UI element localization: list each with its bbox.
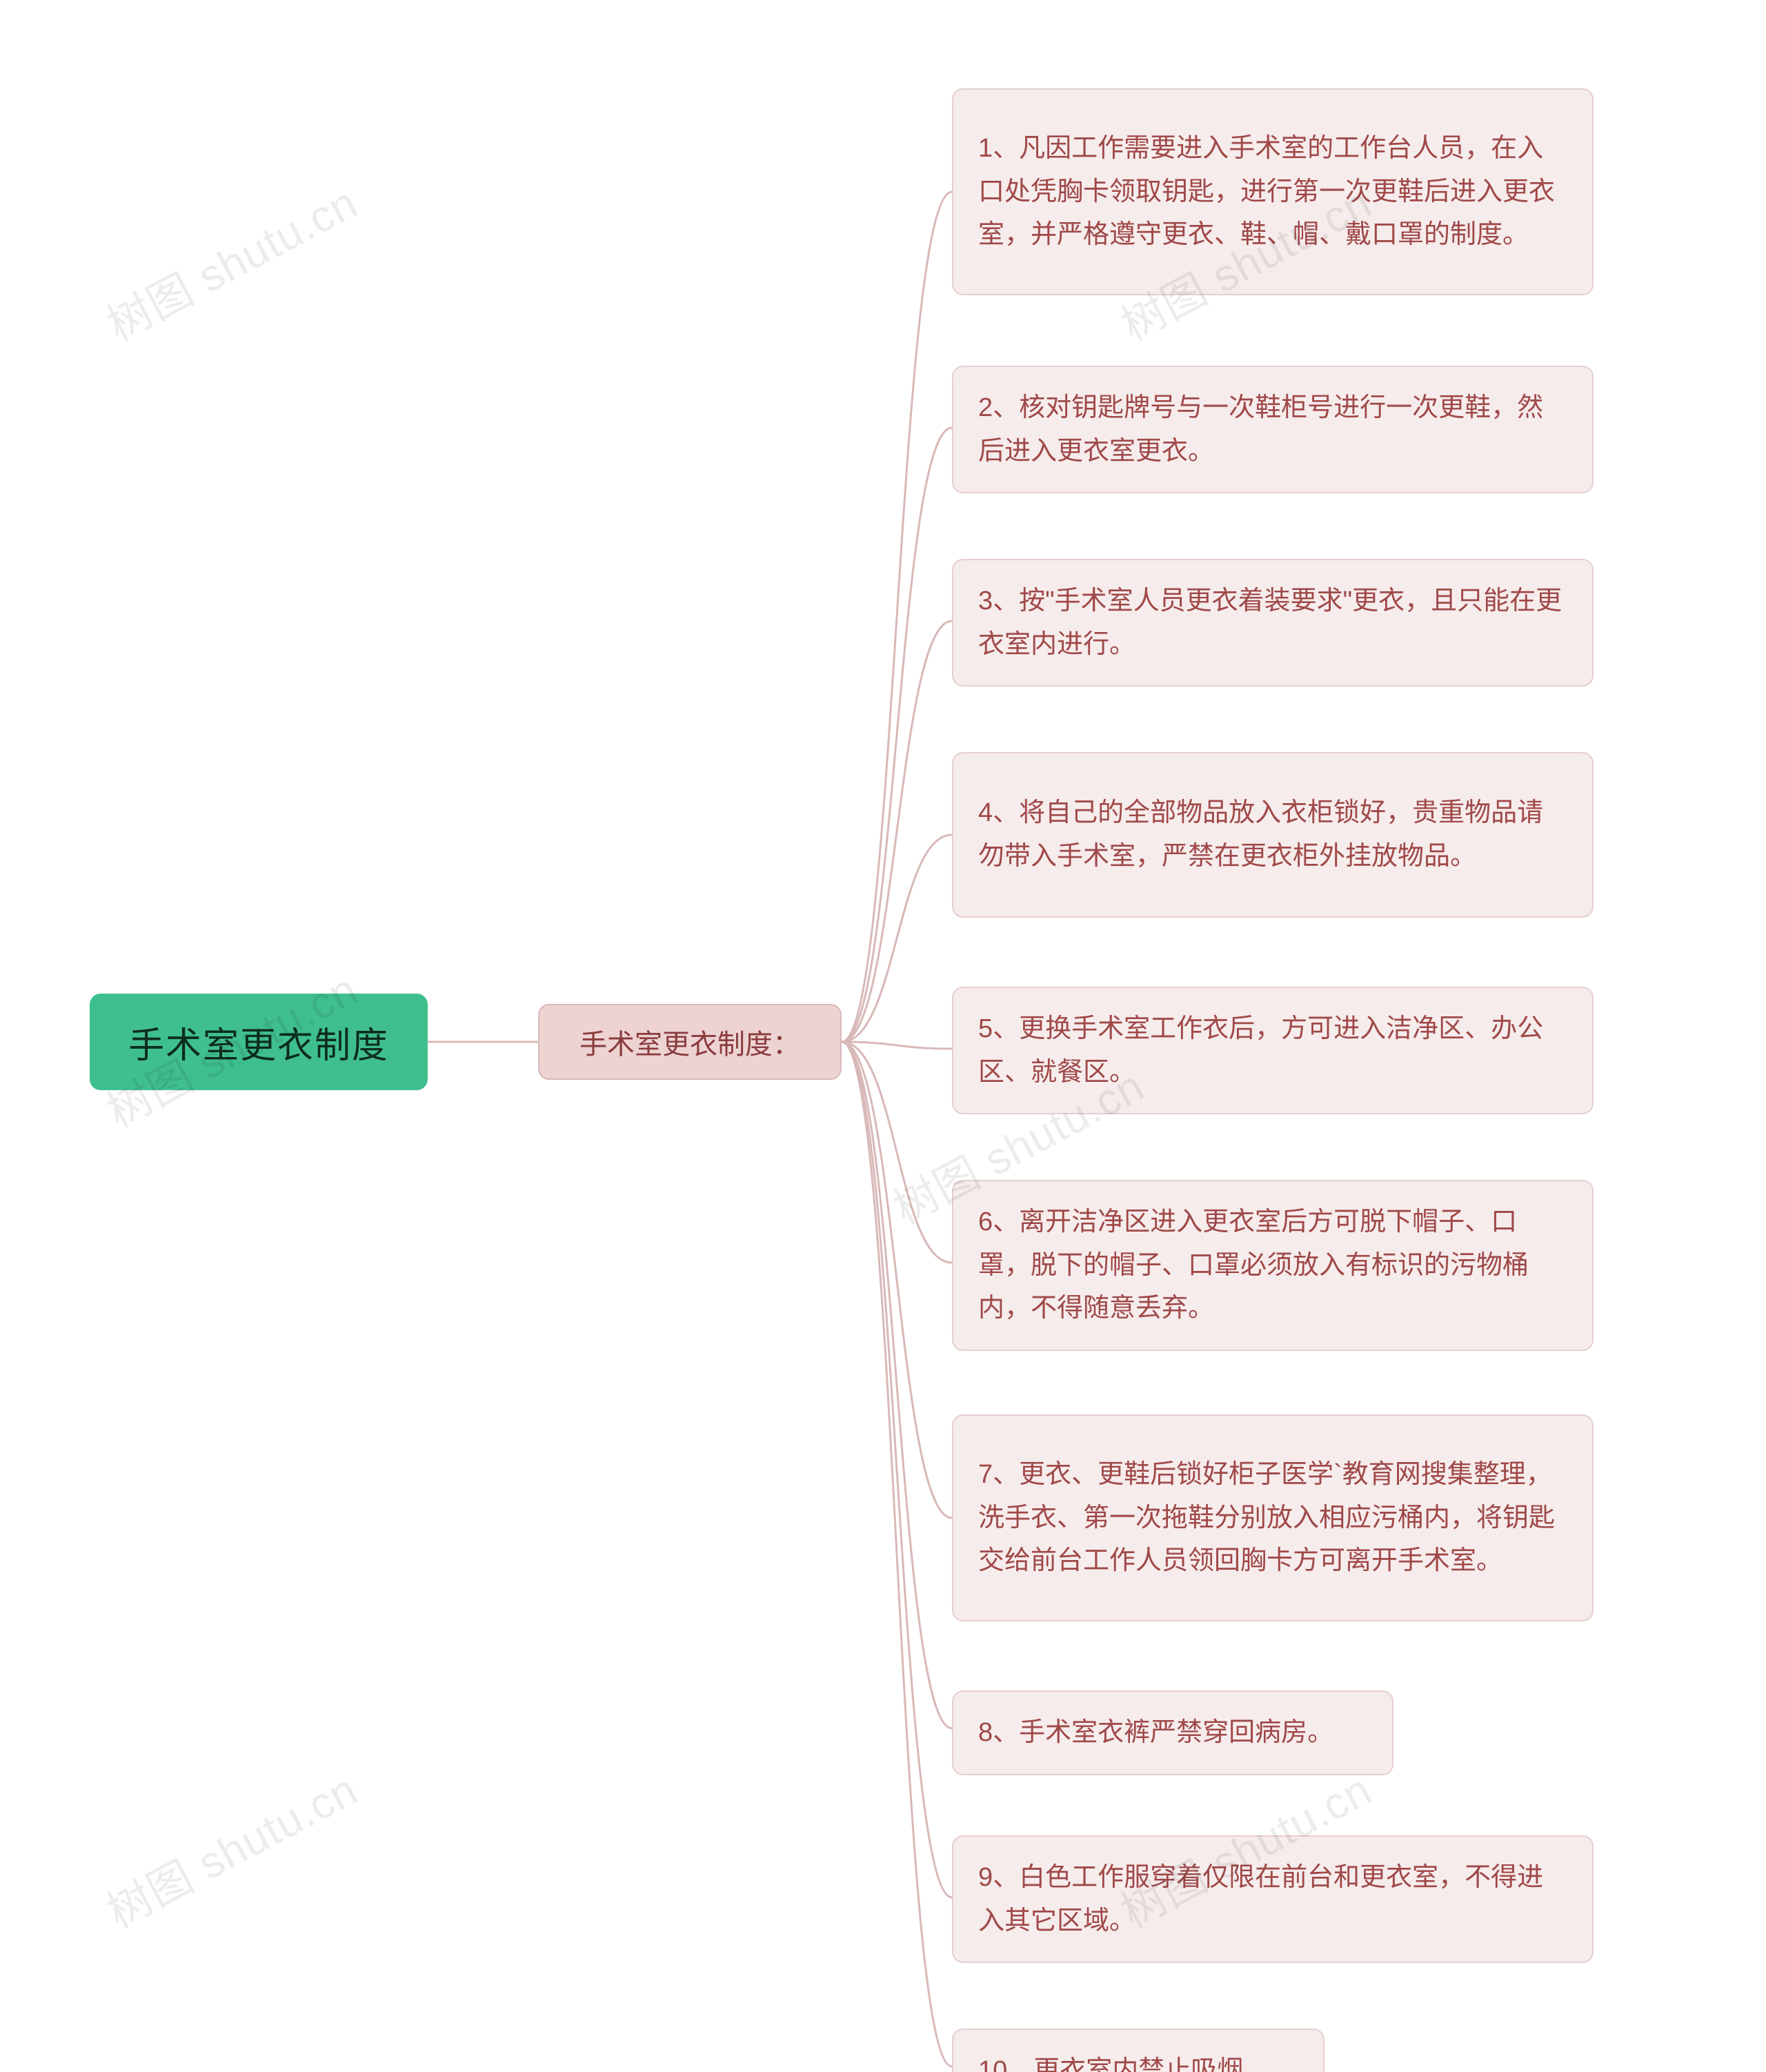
root-label: 手术室更衣制度 [128, 1016, 389, 1068]
leaf-label: 9、白色工作服穿着仅限在前台和更衣室，不得进入其它区域。 [978, 1856, 1567, 1942]
leaf-node-8[interactable]: 8、手术室衣裤严禁穿回病房。 [952, 1690, 1393, 1775]
mid-node[interactable]: 手术室更衣制度： [538, 1004, 842, 1080]
root-node[interactable]: 手术室更衣制度 [90, 994, 428, 1090]
leaf-node-9[interactable]: 9、白色工作服穿着仅限在前台和更衣室，不得进入其它区域。 [952, 1835, 1594, 1963]
mid-label: 手术室更衣制度： [579, 1022, 800, 1062]
watermark: 树图 shutu.cn [95, 168, 367, 353]
leaf-node-2[interactable]: 2、核对钥匙牌号与一次鞋柜号进行一次更鞋，然后进入更衣室更衣。 [952, 366, 1594, 493]
leaf-label: 7、更衣、更鞋后锁好柜子医学`教育网搜集整理，洗手衣、第一次拖鞋分别放入相应污桶… [978, 1453, 1567, 1583]
leaf-label: 6、离开洁净区进入更衣室后方可脱下帽子、口罩，脱下的帽子、口罩必须放入有标识的污… [978, 1201, 1567, 1330]
leaf-node-3[interactable]: 3、按"手术室人员更衣着装要求"更衣，且只能在更衣室内进行。 [952, 559, 1594, 687]
leaf-node-7[interactable]: 7、更衣、更鞋后锁好柜子医学`教育网搜集整理，洗手衣、第一次拖鞋分别放入相应污桶… [952, 1414, 1594, 1621]
leaf-label: 1、凡因工作需要进入手术室的工作台人员，在入口处凭胸卡领取钥匙，进行第一次更鞋后… [978, 127, 1567, 257]
leaf-label: 4、将自己的全部物品放入衣柜锁好，贵重物品请勿带入手术室，严禁在更衣柜外挂放物品… [978, 791, 1567, 878]
leaf-node-5[interactable]: 5、更换手术室工作衣后，方可进入洁净区、办公区、就餐区。 [952, 987, 1594, 1114]
leaf-node-6[interactable]: 6、离开洁净区进入更衣室后方可脱下帽子、口罩，脱下的帽子、口罩必须放入有标识的污… [952, 1180, 1594, 1351]
watermark: 树图 shutu.cn [95, 1755, 367, 1940]
leaf-label: 2、核对钥匙牌号与一次鞋柜号进行一次更鞋，然后进入更衣室更衣。 [978, 386, 1567, 473]
leaf-label: 10、更衣室内禁止吸烟。 [978, 2049, 1269, 2072]
leaf-node-1[interactable]: 1、凡因工作需要进入手术室的工作台人员，在入口处凭胸卡领取钥匙，进行第一次更鞋后… [952, 88, 1594, 295]
mindmap-canvas: 手术室更衣制度 手术室更衣制度： 1、凡因工作需要进入手术室的工作台人员，在入口… [0, 0, 1766, 2072]
leaf-label: 3、按"手术室人员更衣着装要求"更衣，且只能在更衣室内进行。 [978, 580, 1567, 666]
leaf-node-4[interactable]: 4、将自己的全部物品放入衣柜锁好，贵重物品请勿带入手术室，严禁在更衣柜外挂放物品… [952, 752, 1594, 918]
leaf-node-10[interactable]: 10、更衣室内禁止吸烟。 [952, 2029, 1324, 2072]
leaf-label: 8、手术室衣裤严禁穿回病房。 [978, 1711, 1333, 1755]
leaf-label: 5、更换手术室工作衣后，方可进入洁净区、办公区、就餐区。 [978, 1007, 1567, 1094]
